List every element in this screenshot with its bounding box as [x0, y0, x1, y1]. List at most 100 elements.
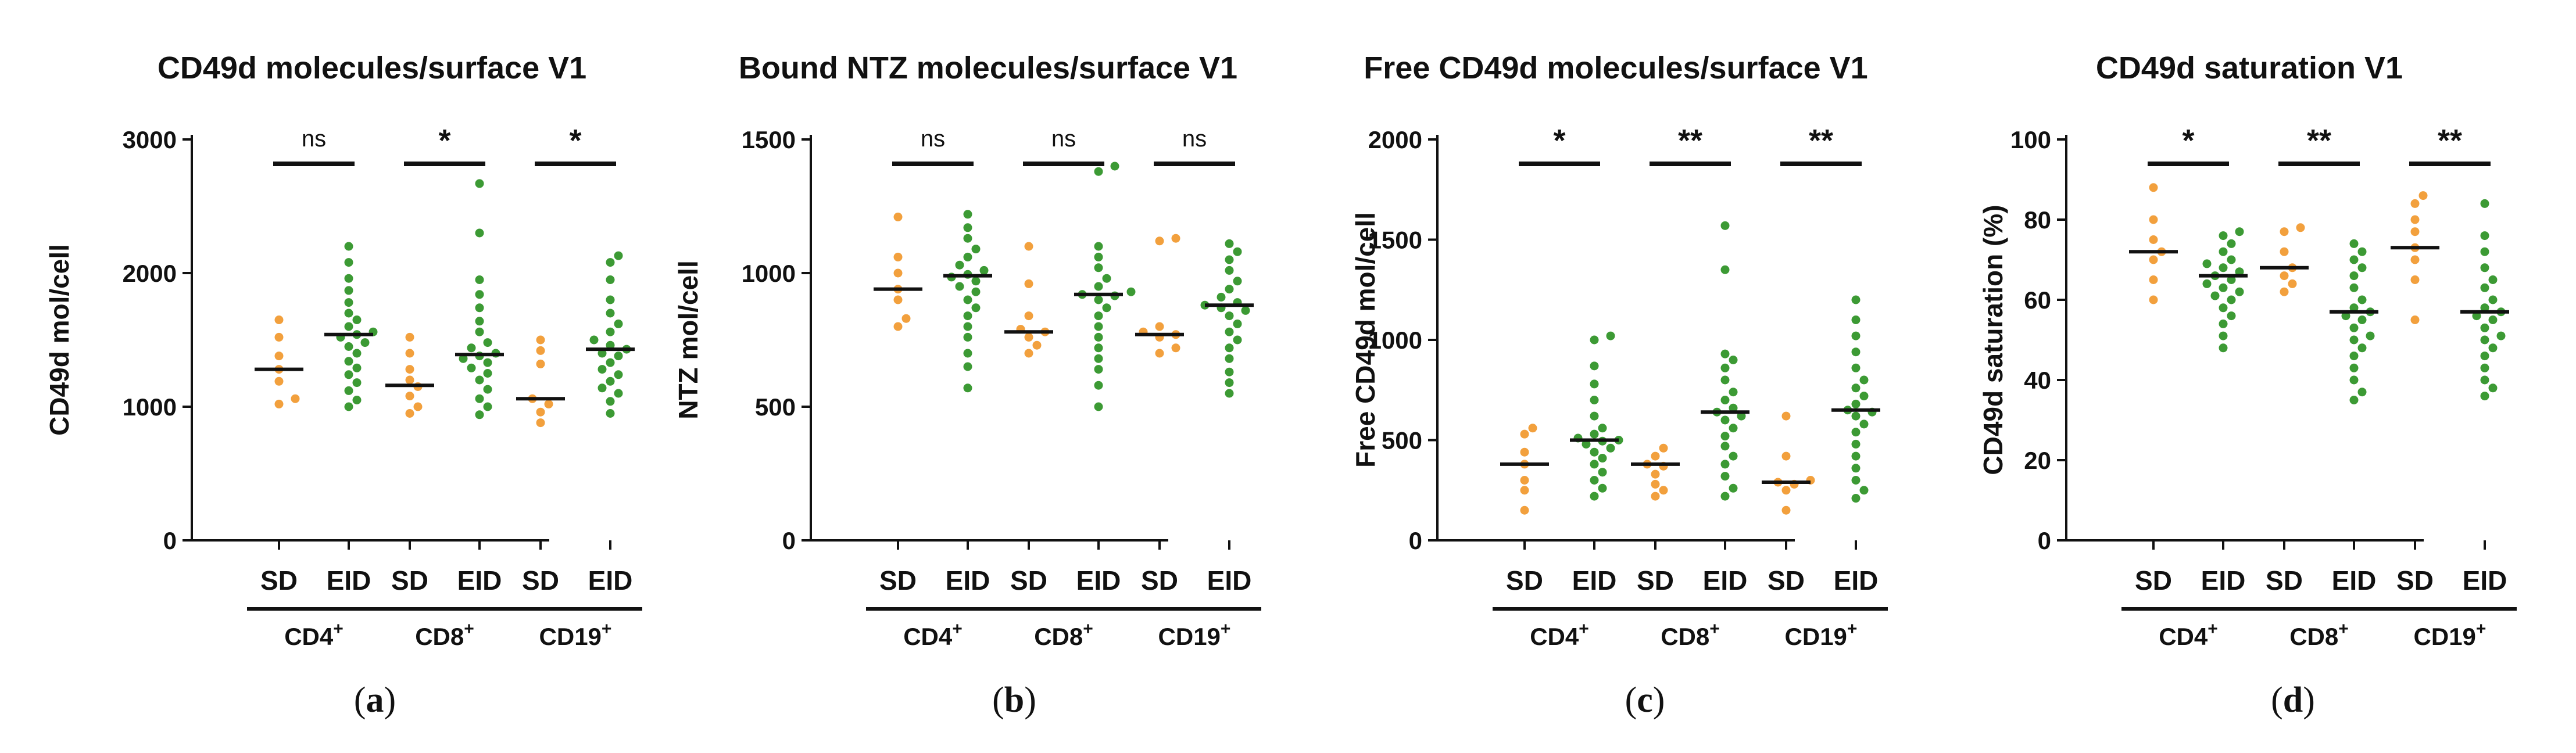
- data-point: [963, 234, 972, 243]
- data-point: [2488, 275, 2498, 284]
- data-point: [2227, 239, 2236, 248]
- data-point: [1590, 429, 1599, 439]
- data-point: [2219, 331, 2228, 340]
- significance-label: **: [1678, 123, 1702, 158]
- group-label-superscript: +: [464, 619, 474, 639]
- data-point: [1094, 167, 1103, 176]
- y-tick-label: 20: [2024, 447, 2051, 474]
- data-point: [971, 277, 981, 286]
- y-tick-label: 100: [2010, 126, 2051, 153]
- significance-label: *: [569, 123, 581, 158]
- data-point: [2480, 323, 2489, 332]
- data-point: [2357, 263, 2367, 272]
- data-point: [1851, 428, 1861, 437]
- data-point: [2366, 331, 2375, 340]
- x-category-label: EID: [1076, 565, 1121, 596]
- data-point: [893, 295, 903, 304]
- data-point: [352, 378, 362, 388]
- x-category-label: SD: [391, 565, 428, 596]
- data-point: [1720, 363, 1730, 372]
- data-point: [2349, 271, 2359, 281]
- data-point: [1651, 492, 1660, 501]
- data-point: [1094, 282, 1103, 291]
- data-point: [291, 394, 300, 403]
- data-point: [1520, 429, 1529, 439]
- y-tick-label: 40: [2024, 367, 2051, 394]
- data-point: [1651, 479, 1660, 489]
- data-point: [2472, 311, 2481, 321]
- y-tick-label: 0: [1409, 527, 1422, 554]
- x-category-label: SD: [1506, 565, 1543, 596]
- x-category-label: EID: [2463, 565, 2507, 596]
- data-point: [2341, 311, 2350, 321]
- data-point: [483, 358, 492, 367]
- data-point: [893, 212, 903, 221]
- data-point: [1851, 464, 1861, 473]
- data-point: [1225, 367, 1234, 376]
- data-point: [2488, 295, 2498, 304]
- data-point: [405, 375, 414, 385]
- data-point: [2496, 331, 2506, 340]
- data-point: [475, 179, 484, 188]
- data-point: [536, 335, 545, 345]
- y-tick-label: 60: [2024, 286, 2051, 314]
- data-point: [614, 319, 623, 328]
- data-point: [1094, 381, 1103, 390]
- data-point: [2235, 227, 2244, 236]
- data-point: [1110, 162, 1119, 171]
- data-point: [1094, 322, 1103, 331]
- data-point: [2227, 255, 2236, 264]
- data-point: [544, 399, 553, 408]
- data-point: [1225, 354, 1234, 363]
- panel-c: Free CD49d molecules/surface V1 Free CD49…: [1350, 51, 1888, 720]
- data-point: [2149, 215, 2158, 224]
- data-point: [963, 349, 972, 358]
- data-point: [955, 260, 964, 270]
- data-point: [1024, 332, 1033, 342]
- data-point: [2480, 392, 2489, 401]
- y-axis-label: CD49d saturation (%): [1978, 205, 2008, 475]
- data-point: [971, 245, 981, 254]
- data-point: [1225, 255, 1234, 264]
- data-point: [475, 228, 484, 238]
- data-point: [1032, 340, 1042, 350]
- data-point: [2480, 247, 2489, 256]
- data-point: [475, 275, 484, 284]
- group-label-superscript: +: [1083, 619, 1093, 639]
- data-point: [274, 332, 284, 342]
- data-point: [2202, 259, 2212, 268]
- data-point: [1094, 332, 1103, 342]
- data-point: [2219, 231, 2228, 241]
- x-category-label: SD: [2266, 565, 2303, 596]
- data-point: [2357, 315, 2367, 324]
- significance-label: **: [1809, 123, 1833, 158]
- data-point: [1720, 349, 1730, 358]
- x-category-label: EID: [1703, 565, 1748, 596]
- y-tick-label: 2000: [123, 260, 177, 287]
- data-point: [344, 309, 353, 318]
- data-point: [344, 370, 353, 379]
- data-point: [475, 303, 484, 313]
- data-point: [606, 295, 615, 304]
- data-point: [2219, 263, 2228, 272]
- data-point: [459, 354, 468, 363]
- x-category-label: SD: [1768, 565, 1805, 596]
- x-category-label: SD: [1141, 565, 1178, 596]
- data-point: [467, 363, 476, 372]
- data-point: [1520, 505, 1529, 515]
- group-label: CD4+: [2159, 619, 2218, 650]
- data-point: [606, 309, 615, 318]
- data-point: [1851, 363, 1861, 372]
- data-point: [1729, 483, 1738, 493]
- data-point: [1094, 311, 1103, 321]
- data-point: [606, 340, 615, 350]
- data-point: [1225, 266, 1234, 275]
- data-point: [1225, 327, 1234, 336]
- y-tick-label: 0: [163, 527, 177, 554]
- data-point: [963, 332, 972, 342]
- data-point: [606, 397, 615, 406]
- data-point: [1094, 343, 1103, 353]
- data-point: [1024, 242, 1033, 251]
- panel-d: CD49d saturation V1 CD49d saturation (%) 0…: [1978, 51, 2517, 720]
- data-point: [344, 286, 353, 295]
